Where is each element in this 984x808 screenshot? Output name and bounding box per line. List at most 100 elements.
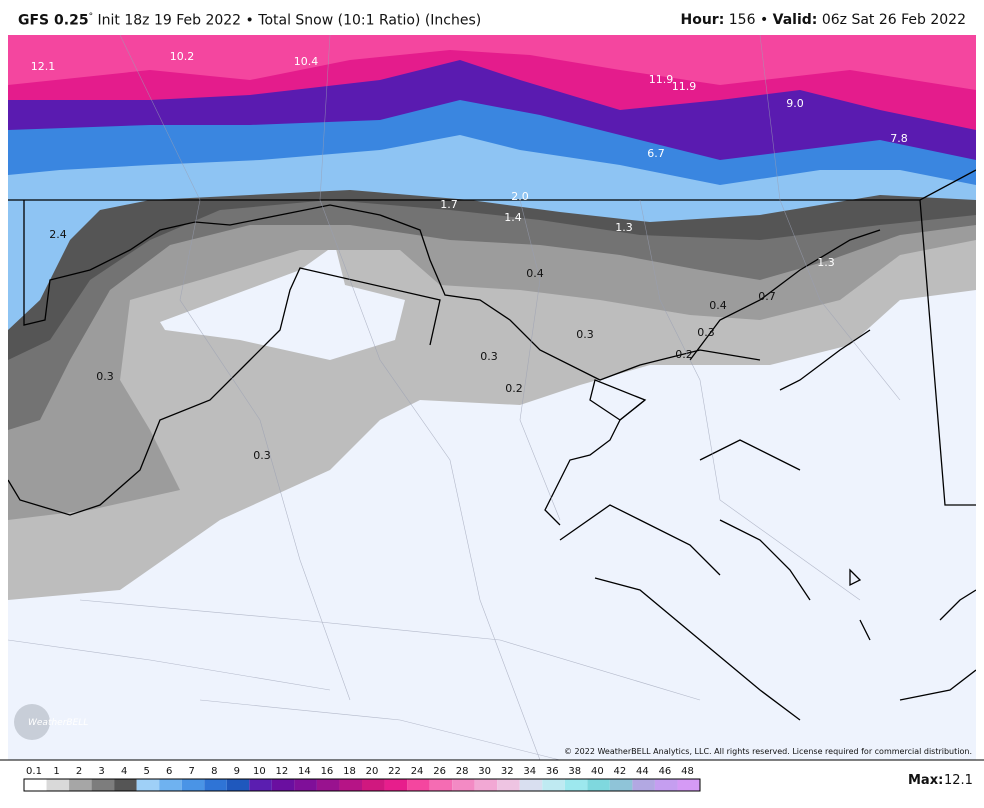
color-swatch — [632, 779, 655, 791]
amount-label: 0.3 — [576, 328, 594, 341]
header-right: Hour: 156 • Valid: 06z Sat 26 Feb 2022 — [680, 12, 966, 28]
color-swatch — [429, 779, 453, 791]
amount-label: 6.7 — [647, 147, 665, 160]
amount-label: 7.8 — [890, 132, 908, 145]
amount-label: 0.3 — [697, 326, 715, 339]
max-value: 12.1 — [944, 773, 973, 788]
max-label: Max: — [908, 773, 943, 788]
amount-label: 11.9 — [649, 73, 674, 86]
hour: 156 — [728, 12, 756, 28]
legend-tick: 34 — [523, 766, 536, 777]
color-swatch — [271, 779, 295, 791]
amount-label: 10.4 — [294, 55, 319, 68]
legend-tick: 20 — [366, 766, 379, 777]
color-swatch — [316, 779, 340, 791]
legend-tick: 32 — [501, 766, 514, 777]
init: Init 18z 19 Feb 2022 — [97, 12, 242, 29]
color-swatch — [519, 779, 543, 791]
legend-tick: 48 — [681, 766, 694, 777]
amount-label: 2.4 — [49, 228, 67, 241]
legend-tick: 7 — [189, 766, 195, 777]
amount-label: 0.4 — [709, 299, 727, 312]
legend-tick: 9 — [234, 766, 240, 777]
color-swatch — [46, 779, 70, 791]
color-swatch — [136, 779, 160, 791]
copyright: © 2022 WeatherBELL Analytics, LLC. All r… — [564, 747, 972, 756]
legend-tick: 42 — [613, 766, 626, 777]
legend-tick: 8 — [211, 766, 217, 777]
header-left: GFS 0.25° Init 18z 19 Feb 2022 • Total S… — [18, 12, 481, 29]
color-swatch — [294, 779, 317, 791]
color-swatch — [587, 779, 610, 791]
logo: WeatherBELL — [14, 704, 88, 740]
legend-tick: 12 — [275, 766, 288, 777]
amount-label: 1.3 — [817, 256, 835, 269]
legend-tick: 5 — [143, 766, 149, 777]
color-swatch — [497, 779, 520, 791]
product: Total Snow (10:1 Ratio) (Inches) — [258, 12, 482, 29]
legend-tick: 30 — [478, 766, 491, 777]
color-swatch — [564, 779, 588, 791]
color-swatch — [407, 779, 430, 791]
legend-tick: 18 — [343, 766, 356, 777]
color-swatch — [609, 779, 633, 791]
color-swatch — [159, 779, 182, 791]
color-swatch — [362, 779, 385, 791]
separator: • — [245, 12, 254, 29]
legend-tick: 28 — [456, 766, 469, 777]
legend-tick: 14 — [298, 766, 311, 777]
color-swatch — [339, 779, 362, 791]
color-swatch — [114, 779, 137, 791]
color-swatch — [384, 779, 408, 791]
amount-label: 9.0 — [786, 97, 804, 110]
hour-label: Hour: — [680, 12, 725, 28]
legend-tick: 24 — [411, 766, 424, 777]
color-swatch — [677, 779, 700, 791]
boundaries — [8, 169, 976, 721]
color-swatch — [69, 779, 92, 791]
snow-field — [8, 35, 976, 760]
valid: 06z Sat 26 Feb 2022 — [821, 12, 966, 28]
legend-tick: 46 — [659, 766, 672, 777]
legend: 0.1 1 2 3 4 5 6 7 8 9 10 12 14 16 18 20 22 24 26 28 30 32 34 36… — [23, 766, 701, 792]
amount-label: 0.2 — [505, 382, 523, 395]
amount-label: 1.4 — [504, 211, 522, 224]
legend-tick: 6 — [166, 766, 172, 777]
legend-tick: 3 — [98, 766, 104, 777]
color-swatch — [654, 779, 678, 791]
degree: ° — [88, 12, 94, 22]
amount-labels: 12.1 10.2 10.4 11.911.9 9.0 6.7 7.8 2.4 2.0 1.7 1.… — [31, 50, 908, 462]
legend-tick: 36 — [546, 766, 559, 777]
amount-label: 1.3 — [615, 221, 633, 234]
color-swatch — [91, 779, 115, 791]
amount-label: 0.3 — [96, 370, 114, 383]
amount-label: 1.7 — [440, 198, 458, 211]
legend-tick: 38 — [568, 766, 581, 777]
county-lines — [7, 34, 901, 761]
legend-tick: 40 — [591, 766, 604, 777]
legend-tick: 1 — [53, 766, 59, 777]
amount-label: 0.3 — [480, 350, 498, 363]
color-swatch — [181, 779, 205, 791]
amount-label: 10.2 — [170, 50, 195, 63]
legend-tick: 44 — [636, 766, 649, 777]
legend-tick: 22 — [388, 766, 401, 777]
logo-text: WeatherBELL — [28, 718, 88, 728]
amount-label: 0.7 — [758, 290, 776, 303]
legend-tick: 0.1 — [26, 766, 42, 777]
color-swatch — [452, 779, 475, 791]
amount-label: 0.3 — [253, 449, 271, 462]
amount-label: 12.1 — [31, 60, 56, 73]
legend-tick: 2 — [76, 766, 82, 777]
amount-label: 0.2 — [675, 348, 693, 361]
amount-label: 0.4 — [526, 267, 544, 280]
valid-label: Valid: — [772, 12, 818, 28]
separator: • — [759, 12, 769, 28]
model: GFS 0.25 — [18, 12, 89, 29]
legend-tick: 4 — [121, 766, 127, 777]
legend-frame — [23, 778, 701, 792]
color-swatch — [226, 779, 250, 791]
color-swatch — [542, 779, 565, 791]
